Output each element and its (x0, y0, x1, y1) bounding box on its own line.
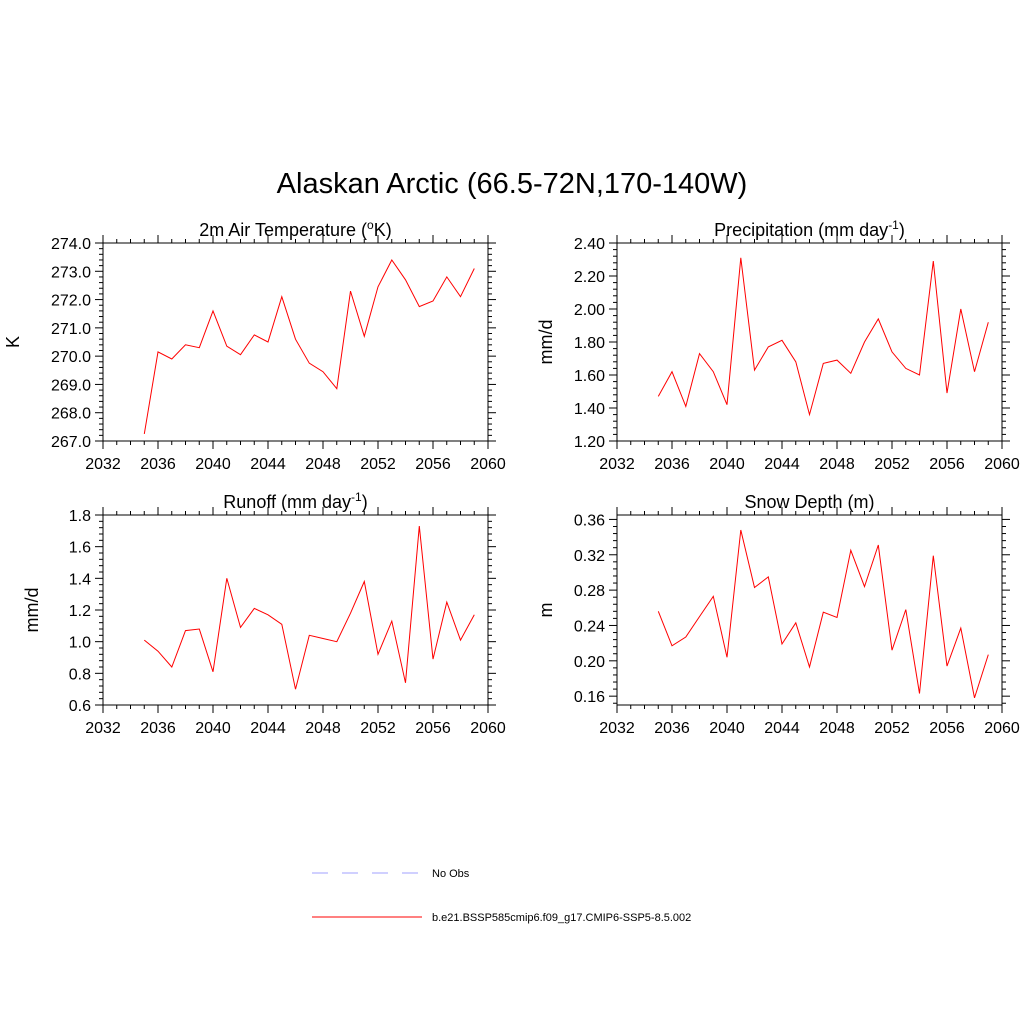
air-temperature-series-line (143, 259, 475, 434)
air-temperature-ytick-label: 273.0 (51, 264, 91, 281)
precipitation-xtick-label: 2040 (709, 456, 745, 473)
runoff-xtick-label: 2036 (140, 720, 176, 737)
precipitation-xtick-label: 2048 (819, 456, 855, 473)
air-temperature-xtick-label: 2048 (305, 456, 341, 473)
runoff-title: Runoff (mm day-1) (223, 490, 367, 512)
precipitation-panel: Precipitation (mm day-1) 2032 2036 2040 2044… (536, 218, 1020, 473)
air-temperature-ytick-label: 270.0 (51, 349, 91, 366)
runoff-ytick-label: 0.8 (69, 666, 91, 683)
air-temperature-xtick-label: 2052 (360, 456, 396, 473)
runoff-ytick-label: 1.0 (69, 635, 91, 652)
air-temperature-xtick-label: 2032 (85, 456, 121, 473)
precipitation-xtick-label: 2044 (764, 456, 800, 473)
air-temperature-ytick-label: 272.0 (51, 293, 91, 310)
precipitation-xtick-label: 2036 (654, 456, 690, 473)
precipitation-ytick-label: 1.60 (574, 368, 605, 385)
snow-depth-xtick-label: 2036 (654, 720, 690, 737)
runoff-xtick-label: 2048 (305, 720, 341, 737)
snow-depth-title: Snow Depth (m) (744, 492, 874, 512)
snow-depth-ytick-label: 0.20 (574, 654, 605, 671)
runoff-xtick-label: 2040 (195, 720, 231, 737)
snow-depth-panel: Snow Depth (m) 2032 2036 2040 2044 2048 2052 20… (536, 492, 1020, 737)
air-temperature-xtick-label: 2040 (195, 456, 231, 473)
precipitation-xtick-label: 2056 (929, 456, 965, 473)
runoff-panel: Runoff (mm day-1) 2032 2036 2040 2044 2048 205… (22, 490, 506, 737)
runoff-ytick-label: 1.4 (69, 571, 91, 588)
precipitation-ytick-label: 2.00 (574, 302, 605, 319)
snow-depth-xtick-label: 2048 (819, 720, 855, 737)
air-temperature-title: 2m Air Temperature (oK) (199, 218, 391, 240)
air-temperature-panel: 2m Air Temperature (oK) 2032 2036 2040 2044 2… (3, 218, 506, 473)
air-temperature-xtick-label: 2056 (415, 456, 451, 473)
snow-depth-ytick-label: 0.32 (574, 548, 605, 565)
precipitation-ytick-label: 1.40 (574, 401, 605, 418)
air-temperature-xtick-label: 2044 (250, 456, 286, 473)
runoff-xtick-label: 2044 (250, 720, 286, 737)
air-temperature-ytick-label: 268.0 (51, 406, 91, 423)
air-temperature-xtick-label: 2060 (470, 456, 506, 473)
snow-depth-ytick-label: 0.16 (574, 689, 605, 706)
snow-depth-xtick-label: 2040 (709, 720, 745, 737)
runoff-xtick-label: 2060 (470, 720, 506, 737)
precipitation-title: Precipitation (mm day-1) (714, 218, 905, 240)
runoff-ytick-label: 1.6 (69, 540, 91, 557)
runoff-xtick-label: 2056 (415, 720, 451, 737)
runoff-ylabel: mm/d (22, 588, 42, 633)
snow-depth-plot-frame (616, 514, 1003, 706)
runoff-xtick-label: 2032 (85, 720, 121, 737)
precipitation-plot-frame (616, 242, 1003, 442)
legend: No Obs b.e21.BSSP585cmip6.f09_g17.CMIP6-S… (312, 868, 691, 924)
snow-depth-ylabel: m (536, 603, 556, 618)
legend-label-model: b.e21.BSSP585cmip6.f09_g17.CMIP6-SSP5-8.… (432, 912, 691, 924)
precipitation-xtick-label: 2060 (984, 456, 1020, 473)
runoff-ytick-label: 0.6 (69, 698, 91, 715)
runoff-xtick-label: 2052 (360, 720, 396, 737)
air-temperature-ytick-label: 274.0 (51, 236, 91, 253)
precipitation-ytick-label: 1.80 (574, 335, 605, 352)
air-temperature-ytick-label: 269.0 (51, 377, 91, 394)
snow-depth-xtick-label: 2056 (929, 720, 965, 737)
snow-depth-xtick-label: 2044 (764, 720, 800, 737)
air-temperature-ytick-label: 267.0 (51, 434, 91, 451)
runoff-ytick-label: 1.2 (69, 603, 91, 620)
air-temperature-ytick-label: 271.0 (51, 321, 91, 338)
air-temperature-ylabel: K (3, 336, 23, 348)
precipitation-ytick-label: 2.40 (574, 236, 605, 253)
precipitation-xtick-label: 2052 (874, 456, 910, 473)
runoff-ytick-label: 1.8 (69, 508, 91, 525)
legend-label-obs: No Obs (432, 868, 470, 880)
runoff-plot-frame (102, 514, 489, 706)
runoff-series-line (143, 526, 475, 690)
snow-depth-xtick-label: 2032 (599, 720, 635, 737)
precipitation-xtick-label: 2032 (599, 456, 635, 473)
precipitation-ylabel: mm/d (536, 320, 556, 365)
air-temperature-plot-frame (102, 242, 489, 442)
snow-depth-ytick-label: 0.24 (574, 618, 605, 635)
snow-depth-series-line (657, 529, 989, 699)
precipitation-series-line (657, 257, 989, 417)
snow-depth-xtick-label: 2060 (984, 720, 1020, 737)
snow-depth-ytick-label: 0.28 (574, 583, 605, 600)
snow-depth-xtick-label: 2052 (874, 720, 910, 737)
precipitation-ytick-label: 1.20 (574, 434, 605, 451)
figure-title: Alaskan Arctic (66.5-72N,170-140W) (276, 168, 748, 200)
snow-depth-ytick-label: 0.36 (574, 512, 605, 529)
precipitation-ytick-label: 2.20 (574, 269, 605, 286)
air-temperature-xtick-label: 2036 (140, 456, 176, 473)
